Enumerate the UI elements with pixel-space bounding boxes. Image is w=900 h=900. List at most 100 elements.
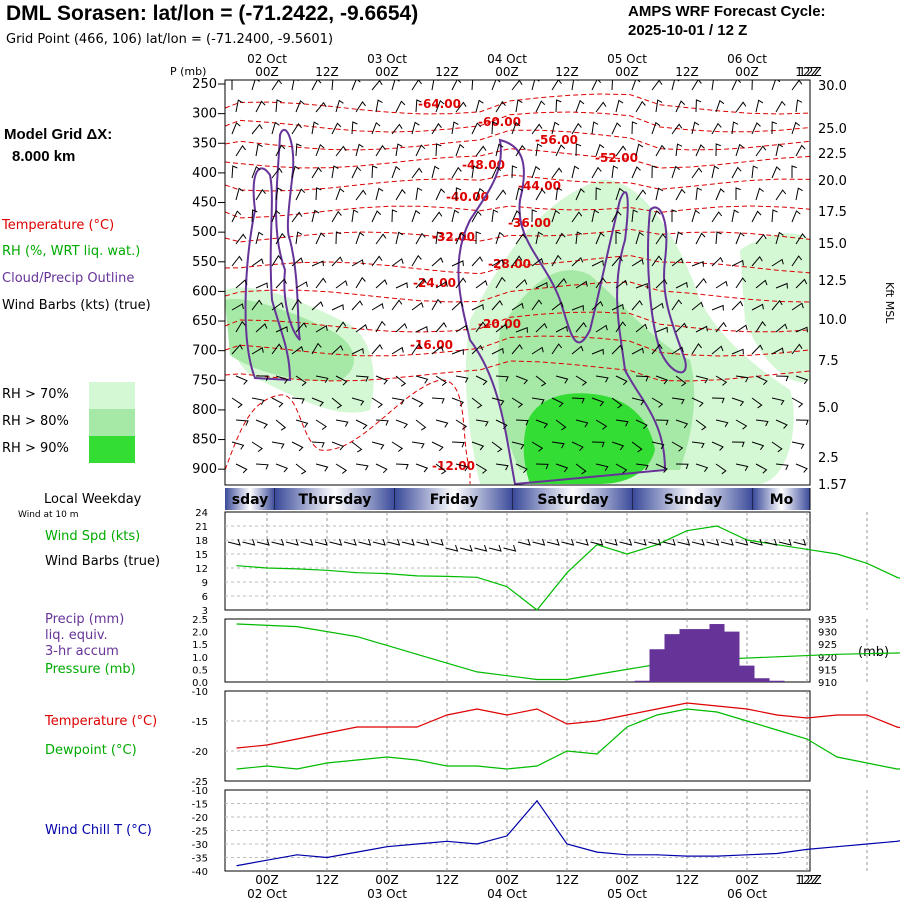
wind-barb <box>635 375 649 382</box>
wind-barb <box>391 165 401 179</box>
wind-barb <box>431 298 442 311</box>
wind-barb <box>631 80 641 91</box>
dewpoint-line-point <box>836 756 838 758</box>
wind-barb <box>331 344 344 355</box>
wind-barb <box>255 419 268 429</box>
wind-speed-line-point <box>326 569 328 571</box>
temperature-line-point <box>476 708 478 710</box>
pressure-level-label: 550 <box>192 255 217 270</box>
wind-barb <box>371 397 383 408</box>
pressure-level-label: 250 <box>192 77 217 92</box>
time-tick-bottom: 12Z <box>435 873 459 887</box>
wind-barb <box>475 99 484 113</box>
wind-barb <box>731 441 745 448</box>
temperature-line-point <box>866 714 868 716</box>
forecast-cycle-label: AMPS WRF Forecast Cycle: <box>628 3 826 20</box>
temperature-line-point <box>326 732 328 734</box>
wind-barb <box>275 375 289 384</box>
pressure-level-label: 850 <box>192 433 217 448</box>
wind-barb <box>315 232 326 245</box>
wind-barb <box>256 375 269 381</box>
wind-chill-line-point <box>416 843 418 845</box>
wind-barb <box>511 210 521 223</box>
wind-barb <box>751 122 761 135</box>
wind-barb <box>795 326 808 333</box>
wind-barb <box>775 419 788 429</box>
wind-barb <box>431 397 445 404</box>
wind-barb <box>415 325 428 333</box>
wind-barb <box>591 441 605 448</box>
wind-barb <box>551 254 562 267</box>
wind-barb <box>311 441 325 448</box>
wind-barb <box>515 144 526 157</box>
wind-barb <box>631 397 645 406</box>
wind-barb <box>735 101 747 113</box>
temp-contour-5 <box>225 205 810 219</box>
wind-barb <box>591 80 602 91</box>
wind-barb <box>431 441 444 452</box>
pressure-level-label: 650 <box>192 314 217 329</box>
wind-barb <box>355 463 369 471</box>
pressure-line-point <box>566 678 568 681</box>
dewpoint-line-point <box>716 711 718 713</box>
wind-speed-line-point <box>386 573 388 575</box>
pressure-level-label: 450 <box>192 196 217 211</box>
height-label: 30.0 <box>818 79 847 94</box>
dewpoint-line-point <box>686 708 688 710</box>
wind-speed-line-point <box>296 568 298 570</box>
dewpoint-line-point <box>356 759 358 761</box>
wind-chill-line-point <box>716 855 718 857</box>
wind-barb <box>251 441 263 452</box>
temperature-line-point <box>536 708 538 710</box>
wind-barb <box>271 397 284 408</box>
wind-barb <box>231 397 243 409</box>
wind-barb <box>551 167 563 179</box>
wind-barb <box>235 279 248 289</box>
temperature-line-point <box>626 714 628 716</box>
surface-wind-barb <box>430 538 444 546</box>
wind-barb <box>495 189 507 201</box>
wind-chill-line-point <box>566 843 568 845</box>
wind-barb <box>791 80 803 91</box>
temperature-line-point <box>236 747 238 749</box>
wind-barb <box>695 232 706 245</box>
wind-barb <box>475 321 487 333</box>
wind-barb <box>231 210 242 223</box>
wind-barb <box>631 121 638 135</box>
wind-barb <box>375 279 388 289</box>
wind-barb <box>415 187 423 201</box>
wind-barb <box>591 397 605 407</box>
temperature-line-point <box>656 708 658 710</box>
wind-chill-line-point <box>776 852 778 855</box>
temp-contour-label: -20.00 <box>478 317 521 331</box>
cloud-outline-path-3 <box>647 206 687 374</box>
wind-barb <box>751 397 763 409</box>
wind-barb <box>455 419 468 430</box>
wind-barb <box>715 99 725 113</box>
wind-speed-line-point <box>266 567 268 569</box>
wind-barb <box>351 300 363 311</box>
surface-wind-barb <box>517 538 531 546</box>
wind-barb <box>431 165 440 179</box>
surface-wind-barb <box>256 538 270 546</box>
wind-barb <box>331 80 338 91</box>
dewpoint-line-point <box>326 762 328 764</box>
wind-barb <box>531 123 543 135</box>
wind-barb <box>551 121 560 135</box>
wind-barb <box>675 281 688 289</box>
wind-speed-line-point <box>686 530 688 532</box>
wind-barb <box>295 375 307 387</box>
wind-barb <box>515 375 529 385</box>
wind-barb <box>315 101 327 113</box>
wind-barb <box>431 257 444 267</box>
wind-barb <box>371 121 381 135</box>
wind-barb <box>355 189 367 201</box>
wind-barb <box>415 419 427 431</box>
wind-barb <box>591 166 602 179</box>
time-tick-bottom: 12Z <box>798 873 822 887</box>
dewpoint-line-point <box>506 768 508 770</box>
wind-barb <box>571 122 582 135</box>
wind-barb <box>291 80 299 91</box>
wind-barb <box>755 279 768 289</box>
wind-barb <box>335 419 349 427</box>
